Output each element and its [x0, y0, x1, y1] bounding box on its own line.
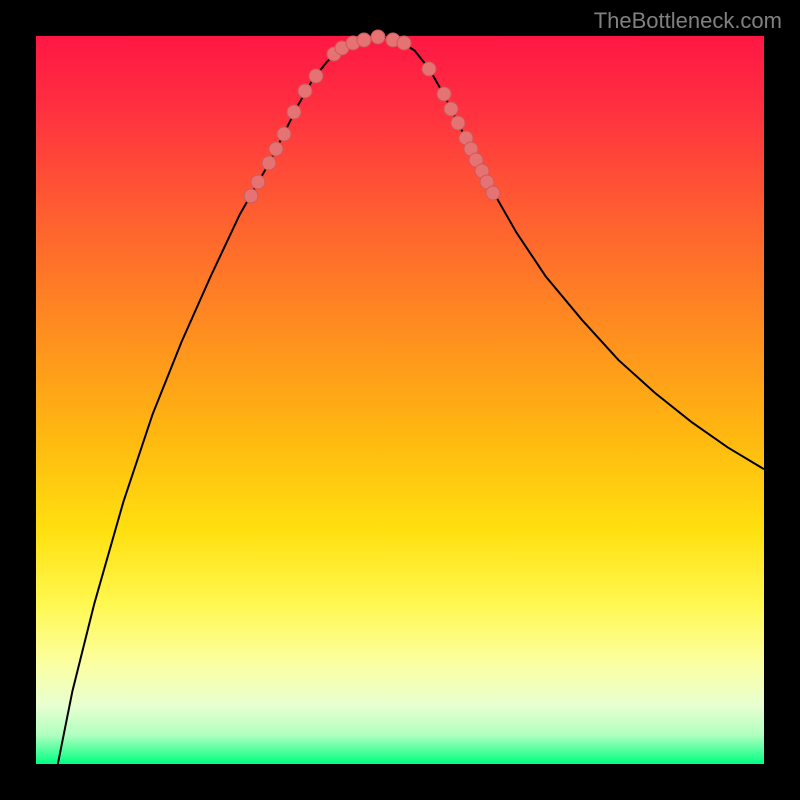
data-marker: [486, 185, 501, 200]
data-markers-layer: [36, 36, 764, 764]
data-marker: [396, 36, 411, 51]
data-marker: [261, 156, 276, 171]
data-marker: [371, 30, 386, 45]
data-marker: [298, 83, 313, 98]
data-marker: [443, 101, 458, 116]
data-marker: [287, 105, 302, 120]
watermark-text: TheBottleneck.com: [594, 8, 782, 34]
data-marker: [451, 116, 466, 131]
data-marker: [422, 61, 437, 76]
data-marker: [269, 141, 284, 156]
data-marker: [251, 174, 266, 189]
data-marker: [356, 32, 371, 47]
data-marker: [243, 189, 258, 204]
data-marker: [309, 69, 324, 84]
data-marker: [436, 87, 451, 102]
data-marker: [276, 127, 291, 142]
plot-area: [36, 36, 764, 764]
